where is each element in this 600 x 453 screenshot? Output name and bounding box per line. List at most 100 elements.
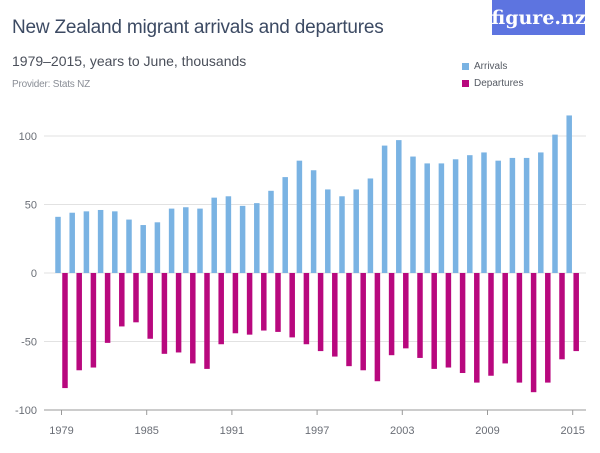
figure-nz-logo[interactable]: figure.nz [491, 0, 586, 35]
bar-arrivals [353, 189, 359, 273]
bar-departures [190, 273, 196, 364]
x-tick-label: 1985 [134, 425, 158, 437]
bar-departures [445, 273, 452, 368]
bar-departures [232, 273, 239, 334]
bar-arrivals [396, 140, 402, 273]
bar-arrivals [296, 160, 303, 273]
bar-arrivals [325, 189, 331, 273]
bar-arrivals [552, 134, 558, 273]
bar-arrivals [481, 152, 487, 273]
y-tick-label: 100 [19, 131, 37, 143]
x-tick-label: 2003 [390, 425, 414, 437]
legend-label-departures: Departures [474, 78, 524, 89]
bar-arrivals [282, 177, 288, 273]
bar-departures [104, 273, 111, 343]
bar-departures [474, 273, 480, 383]
bar-arrivals [211, 197, 217, 273]
y-tick-label: 0 [31, 268, 37, 280]
x-tick-label: 1997 [305, 425, 329, 437]
x-tick-label: 1979 [49, 425, 73, 437]
bar-departures [459, 273, 466, 374]
bar-arrivals [381, 145, 388, 273]
y-tick-label: 50 [25, 200, 37, 212]
y-tick-label: -50 [21, 337, 37, 349]
chart-legend: Arrivals Departures [462, 58, 523, 92]
legend-swatch-departures [462, 80, 469, 87]
legend-swatch-arrivals [462, 63, 469, 70]
bar-arrivals [225, 196, 232, 273]
bar-departures [289, 273, 295, 338]
bar-arrivals [197, 208, 203, 273]
bar-arrivals [83, 211, 90, 273]
bar-departures [488, 273, 494, 376]
bar-arrivals [140, 225, 146, 273]
bar-departures [559, 273, 565, 360]
bar-departures [530, 273, 537, 393]
bar-departures [360, 273, 366, 371]
bar-departures [431, 273, 437, 369]
bar-arrivals [509, 157, 516, 273]
bar-arrivals [339, 196, 345, 273]
bar-departures [246, 273, 253, 335]
bar-departures [317, 273, 324, 352]
bar-arrivals [154, 222, 161, 273]
bar-departures [62, 273, 68, 389]
y-tick-label: -100 [15, 405, 37, 417]
bar-arrivals [310, 170, 317, 273]
bar-arrivals [523, 157, 530, 273]
chart-subtitle: 1979–2015, years to June, thousands [12, 53, 247, 69]
bar-arrivals [410, 156, 416, 273]
legend-item-departures: Departures [462, 75, 523, 92]
legend-label-arrivals: Arrivals [474, 61, 508, 72]
bar-departures [417, 273, 423, 358]
bar-arrivals [538, 152, 544, 273]
bar-departures [388, 273, 395, 356]
bar-departures [204, 273, 210, 369]
data-provider: Provider: Stats NZ [12, 79, 91, 90]
bar-departures [175, 273, 182, 353]
bar-departures [502, 273, 508, 364]
bar-arrivals [69, 212, 75, 273]
bars [55, 115, 579, 393]
bar-departures [573, 273, 579, 352]
bar-departures [218, 273, 224, 345]
bar-arrivals [112, 211, 118, 273]
bar-departures [133, 273, 139, 323]
bar-arrivals [438, 163, 445, 273]
x-tick-label: 2009 [475, 425, 499, 437]
bar-arrivals [97, 209, 104, 273]
x-tick-label: 1991 [220, 425, 244, 437]
bar-departures [545, 273, 551, 383]
bar-departures [119, 273, 125, 327]
bar-arrivals [55, 216, 61, 273]
bar-departures [303, 273, 310, 345]
chart-title: New Zealand migrant arrivals and departu… [12, 17, 384, 38]
x-axis: 1979 1985 1991 1997 2003 2009 2015 [44, 409, 586, 437]
bar-departures [76, 273, 82, 371]
bar-arrivals [239, 205, 246, 273]
bar-arrivals [424, 163, 430, 273]
bar-arrivals [452, 159, 459, 273]
bar-arrivals [268, 190, 274, 273]
bar-arrivals [467, 155, 473, 273]
y-axis-labels: 100 50 0 -50 -100 [15, 131, 37, 417]
bar-departures [261, 273, 267, 331]
bar-arrivals [566, 115, 572, 273]
bar-arrivals [495, 160, 501, 273]
bar-departures [275, 273, 281, 332]
bar-departures [346, 273, 352, 367]
bar-arrivals [367, 178, 374, 273]
legend-item-arrivals: Arrivals [462, 58, 523, 75]
bar-departures [403, 273, 409, 349]
bar-departures [516, 273, 523, 383]
bar-departures [90, 273, 97, 368]
bar-departures [374, 273, 381, 382]
bar-arrivals [254, 203, 260, 273]
bar-departures [332, 273, 338, 357]
bar-arrivals [183, 207, 189, 273]
x-tick-label: 2015 [560, 425, 584, 437]
bar-arrivals [126, 219, 132, 273]
bar-departures [147, 273, 153, 339]
bar-arrivals [168, 208, 175, 273]
